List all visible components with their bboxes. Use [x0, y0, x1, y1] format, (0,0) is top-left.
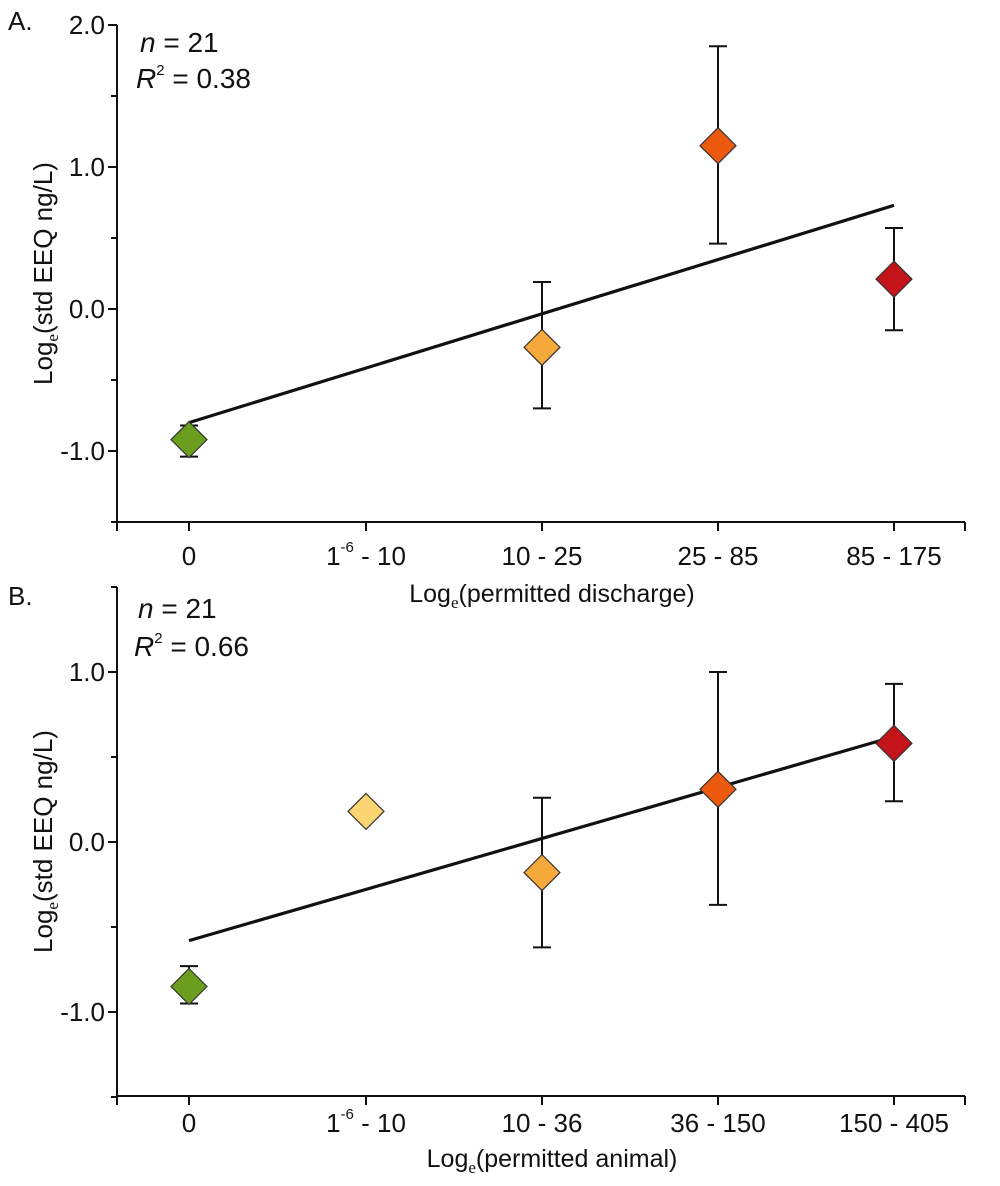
n-annotation: n = 21: [140, 27, 219, 58]
data-point-marker: [875, 260, 913, 299]
x-tick-label: 10 - 25: [502, 541, 583, 571]
data-point-marker: [875, 724, 913, 763]
x-tick-label: 25 - 85: [678, 541, 759, 571]
data-point-marker: [699, 770, 737, 809]
x-axis-label: Loge(permitted discharge): [409, 580, 694, 612]
data-point-marker: [523, 328, 561, 367]
x-axis-label: Loge(permitted animal): [427, 1145, 678, 1177]
panel-label: B.: [8, 581, 33, 611]
y-tick-label: 1.0: [69, 657, 105, 687]
data-point-marker: [523, 853, 561, 892]
y-tick-label: 0.0: [69, 827, 105, 857]
y-tick-label: -1.0: [60, 436, 105, 466]
regression-line: [188, 735, 895, 943]
panel-label: A.: [8, 6, 33, 36]
data-point-marker: [699, 126, 737, 165]
r2-annotation: R2 = 0.38: [136, 62, 251, 94]
x-tick-label: 0: [182, 1108, 196, 1138]
y-tick-label: 2.0: [69, 10, 105, 40]
data-point-marker: [170, 420, 208, 459]
x-tick-label: 0: [182, 541, 196, 571]
regression-line: [188, 203, 895, 425]
y-tick-label: 1.0: [69, 152, 105, 182]
r2-annotation: R2 = 0.66: [134, 630, 249, 662]
panel-a: A. n = 21 R2 = 0.38 -1.0 0.0 1.0 2.0 0 1-6 - 10 1…: [8, 6, 966, 612]
n-annotation: n = 21: [138, 593, 217, 624]
y-axis-label: Loge(std EEQ ng/L): [28, 730, 62, 953]
x-tick-label: 85 - 175: [846, 541, 941, 571]
x-tick-label: 36 - 150: [670, 1108, 765, 1138]
data-point-marker: [347, 792, 385, 831]
y-tick-label: 0.0: [69, 294, 105, 324]
panel-b: B. n = 21 R2 = 0.66 -1.0 0.0 1.0 0 1-6 - 10 10 -…: [8, 581, 966, 1177]
data-point-marker: [170, 967, 208, 1006]
x-tick-label: 1-6 - 10: [326, 539, 406, 571]
y-tick-label: -1.0: [60, 997, 105, 1027]
x-tick-label: 150 - 405: [839, 1108, 949, 1138]
x-tick-label: 10 - 36: [502, 1108, 583, 1138]
y-axis-label: Loge(std EEQ ng/L): [28, 162, 62, 385]
x-tick-label: 1-6 - 10: [326, 1106, 406, 1138]
